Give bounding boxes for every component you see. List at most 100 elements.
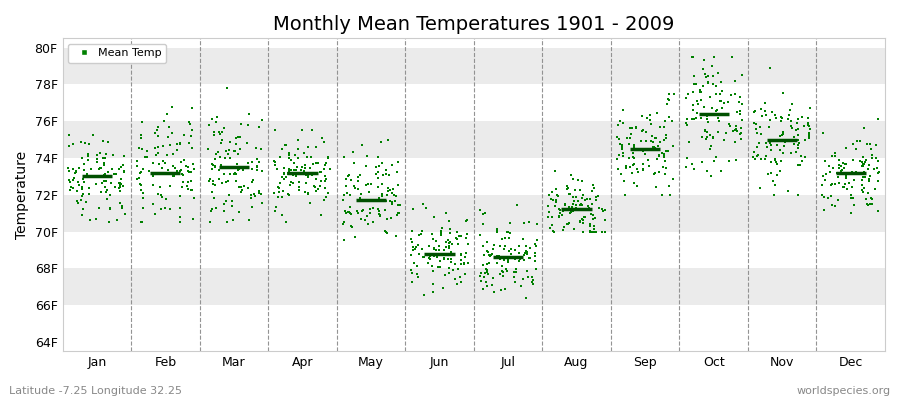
Point [703,94,717,100]
Point [288,152,302,158]
Point [177,131,192,138]
Point [838,160,852,167]
Point [684,116,698,122]
Point [105,152,120,158]
Point [501,257,516,264]
Point [704,142,718,149]
Point [770,141,784,148]
Point [634,113,649,119]
Point [295,164,310,170]
Point [102,219,116,226]
Point [512,243,526,250]
Point [131,175,146,182]
Point [155,164,169,171]
Point [784,118,798,124]
Point [282,166,296,172]
Point [689,81,704,87]
Point [427,244,441,251]
Point [494,286,508,293]
Point [142,168,157,174]
Point [321,154,336,160]
Point [698,126,712,133]
Point [831,174,845,181]
Point [176,172,190,178]
Point [476,211,491,217]
Point [457,270,472,277]
Point [715,105,729,111]
Point [518,250,532,256]
Point [659,165,673,171]
Point [704,172,718,179]
Point [824,153,839,159]
Point [656,150,670,157]
Point [576,220,590,226]
Point [214,137,229,143]
Point [425,231,439,237]
Point [771,137,786,143]
Point [519,251,534,257]
Point [472,272,487,279]
Point [732,98,746,105]
Point [594,228,608,235]
Point [644,138,658,144]
Point [276,170,291,176]
Point [339,176,354,182]
Point [423,256,437,262]
Point [379,192,393,198]
Point [406,244,420,250]
Point [490,226,504,233]
Point [405,279,419,286]
Point [680,120,694,126]
Point [753,124,768,130]
Point [760,171,775,178]
Point [371,206,385,212]
Point [791,140,806,146]
Point [832,165,847,171]
Point [136,195,150,202]
Bar [62,158,885,195]
Point [694,115,708,122]
Point [763,142,778,148]
Point [610,156,625,162]
Point [551,192,565,199]
Point [709,111,724,118]
Point [385,162,400,169]
Point [450,229,464,235]
Point [245,158,259,165]
Point [562,204,576,210]
Point [276,188,291,194]
Point [134,187,148,193]
Point [172,219,186,226]
Point [728,127,742,134]
Point [429,254,444,260]
Point [444,256,458,262]
Point [764,109,778,115]
Point [448,234,463,241]
Point [818,158,832,164]
Point [861,162,876,168]
Point [832,180,847,186]
Point [501,229,516,235]
Point [352,195,366,202]
Point [576,228,590,235]
Point [217,170,231,177]
Point [443,230,457,236]
Point [519,268,534,274]
Point [708,154,723,161]
Point [447,261,462,267]
Point [61,165,76,172]
Point [444,248,458,255]
Point [644,121,658,127]
Point [871,169,886,176]
Point [208,151,222,157]
Point [791,141,806,148]
Point [150,124,165,130]
Point [248,144,263,151]
Point [696,66,710,72]
Point [77,166,92,173]
Point [64,184,78,190]
Point [616,178,631,184]
Point [68,169,83,175]
Point [297,168,311,174]
Point [304,127,319,134]
